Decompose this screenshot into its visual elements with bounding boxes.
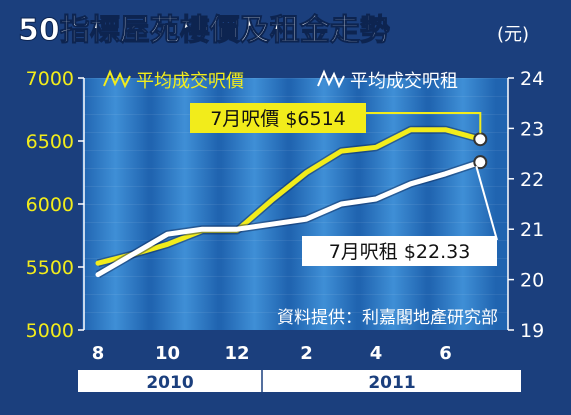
price-callout-label: 7月呎價 $6514 (210, 108, 346, 130)
left-axis-tick-label: 6000 (26, 194, 74, 216)
rent-callout-label: 7月呎租 $22.33 (329, 241, 471, 263)
year-label: 2011 (368, 373, 415, 393)
plot-stripe (84, 168, 508, 169)
left-axis-tick-label: 6500 (26, 131, 74, 153)
right-axis-tick-label: 23 (520, 118, 544, 140)
left-axis-tick-label: 5000 (26, 320, 74, 342)
x-tick-label: 12 (224, 343, 249, 364)
plot-stripe (84, 96, 508, 97)
year-band (78, 370, 521, 392)
plot-stripe (84, 186, 508, 187)
right-axis-tick-label: 21 (520, 219, 544, 241)
x-tick-label: 8 (92, 343, 105, 364)
x-tick-label: 2 (300, 343, 313, 364)
plot-stripe (84, 204, 508, 205)
right-axis-tick-label: 24 (520, 68, 544, 90)
chart-title: 50指標屋苑樓價及租金走勢 (18, 13, 390, 48)
legend-price-label: 平均成交呎價 (136, 71, 244, 92)
unit-label: (元) (497, 24, 529, 45)
x-tick-label: 10 (155, 343, 180, 364)
x-tick-label: 4 (370, 343, 383, 364)
legend-rent-label: 平均成交呎租 (350, 71, 458, 92)
plot-stripe (84, 294, 508, 295)
right-axis-tick-label: 22 (520, 169, 544, 191)
plot-stripe (84, 276, 508, 277)
year-label: 2010 (146, 373, 193, 393)
right-axis-tick-label: 20 (520, 270, 544, 292)
x-tick-label: 6 (439, 343, 452, 364)
source-note: 資料提供：利嘉閣地產研究部 (277, 308, 498, 328)
plot-stripe (84, 150, 508, 151)
left-axis-tick-label: 7000 (26, 68, 74, 90)
left-axis-tick-label: 5500 (26, 257, 74, 279)
price-end-marker (474, 133, 486, 145)
right-axis-tick-label: 19 (520, 320, 544, 342)
